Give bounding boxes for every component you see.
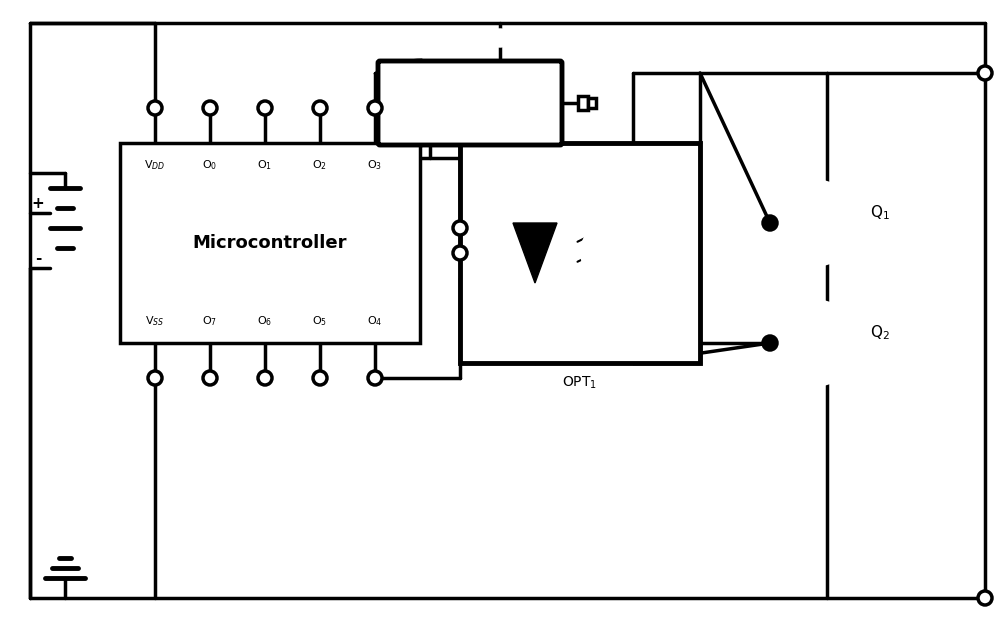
Circle shape xyxy=(313,101,327,115)
Text: Q$_2$: Q$_2$ xyxy=(870,324,890,343)
Text: Q$_1$: Q$_1$ xyxy=(870,204,890,222)
Circle shape xyxy=(203,371,217,385)
Text: +: + xyxy=(32,196,44,211)
Bar xyxy=(120,143,420,343)
Text: O$_6$: O$_6$ xyxy=(257,314,273,328)
Circle shape xyxy=(492,30,508,46)
Circle shape xyxy=(763,216,777,230)
Bar xyxy=(588,98,596,108)
Circle shape xyxy=(978,66,992,80)
Circle shape xyxy=(763,336,777,350)
Text: O$_7$: O$_7$ xyxy=(202,314,218,328)
Circle shape xyxy=(773,181,857,265)
Circle shape xyxy=(258,101,272,115)
Text: V$_{DD}$: V$_{DD}$ xyxy=(144,158,166,172)
Bar xyxy=(578,96,588,110)
Text: Microcontroller: Microcontroller xyxy=(193,234,347,252)
FancyBboxPatch shape xyxy=(378,61,562,145)
Text: O$_1$: O$_1$ xyxy=(257,158,273,172)
Circle shape xyxy=(148,371,162,385)
Text: V$_{SS}$: V$_{SS}$ xyxy=(145,314,165,328)
Circle shape xyxy=(763,216,777,230)
Circle shape xyxy=(258,371,272,385)
Text: O$_2$: O$_2$ xyxy=(312,158,328,172)
Circle shape xyxy=(313,371,327,385)
Text: O$_5$: O$_5$ xyxy=(312,314,328,328)
Circle shape xyxy=(148,101,162,115)
Circle shape xyxy=(453,246,467,260)
Text: O$_3$: O$_3$ xyxy=(367,158,383,172)
Circle shape xyxy=(773,301,857,385)
Circle shape xyxy=(368,101,382,115)
Text: -: - xyxy=(35,250,41,265)
Circle shape xyxy=(978,591,992,605)
Circle shape xyxy=(763,336,777,350)
Circle shape xyxy=(582,215,658,291)
Text: O$_4$: O$_4$ xyxy=(367,314,383,328)
Circle shape xyxy=(453,221,467,235)
Text: O$_0$: O$_0$ xyxy=(202,158,218,172)
Polygon shape xyxy=(513,223,557,283)
Circle shape xyxy=(368,371,382,385)
Circle shape xyxy=(203,101,217,115)
Bar xyxy=(460,143,700,363)
Text: OPT$_1$: OPT$_1$ xyxy=(562,375,598,391)
